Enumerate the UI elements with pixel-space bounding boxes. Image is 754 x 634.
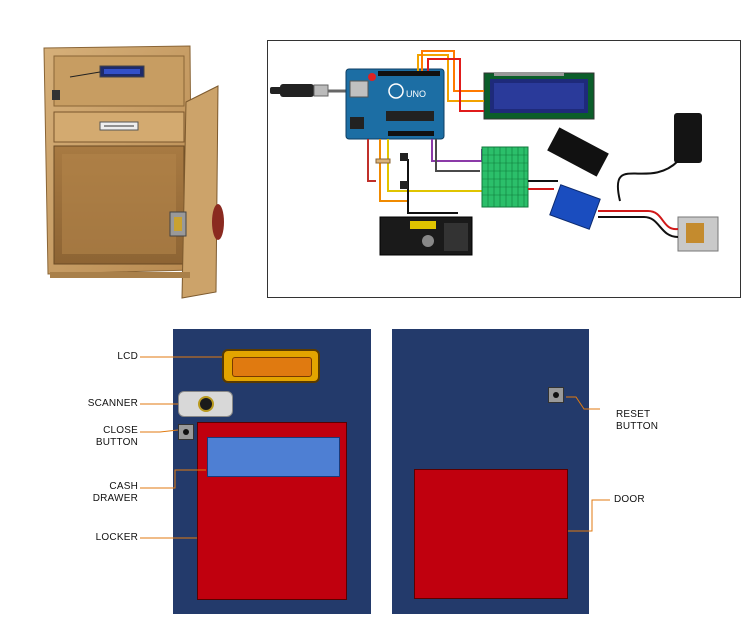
label-lcd: LCD — [117, 351, 138, 362]
label-reset-button: RESET BUTTON — [616, 409, 659, 432]
door-leader — [568, 499, 610, 532]
power-adapter — [674, 113, 702, 163]
label-locker: LOCKER — [95, 532, 138, 543]
scanner-device — [178, 391, 233, 417]
label-close-button: CLOSE BUTTON — [95, 425, 138, 448]
label-scanner: SCANNER — [87, 398, 138, 409]
reset-button[interactable] — [548, 387, 564, 403]
label-door: DOOR — [614, 494, 645, 505]
relay-module — [549, 184, 601, 230]
label-cash-drawer: CASH DRAWER — [92, 481, 138, 504]
lcd-frame — [222, 349, 320, 383]
circuit-diagram-drawing: UNO — [270, 50, 719, 256]
arduino-uno-board — [345, 68, 445, 140]
close-button-leader — [140, 429, 179, 433]
cabinet-photo — [40, 42, 230, 300]
arduino-label: UNO — [406, 89, 426, 99]
circuit-diagram: UNO — [267, 40, 741, 298]
back-view-panel — [392, 329, 589, 614]
locker[interactable] — [197, 422, 347, 600]
door[interactable] — [414, 469, 568, 599]
close-button[interactable] — [178, 424, 194, 440]
cabinet-photo-drawing — [43, 45, 224, 299]
reset-button-leader — [566, 396, 600, 410]
lcd-screen — [232, 357, 312, 377]
front-view-panel — [173, 329, 371, 614]
push-button-1 — [400, 153, 408, 161]
usb-plug — [270, 87, 282, 94]
breadboard — [481, 146, 529, 208]
push-button-2 — [400, 181, 408, 189]
cash-drawer-leader — [140, 469, 206, 489]
cash-drawer[interactable] — [207, 437, 340, 477]
power-supply-module — [547, 127, 609, 177]
scanner-lens — [198, 396, 214, 412]
